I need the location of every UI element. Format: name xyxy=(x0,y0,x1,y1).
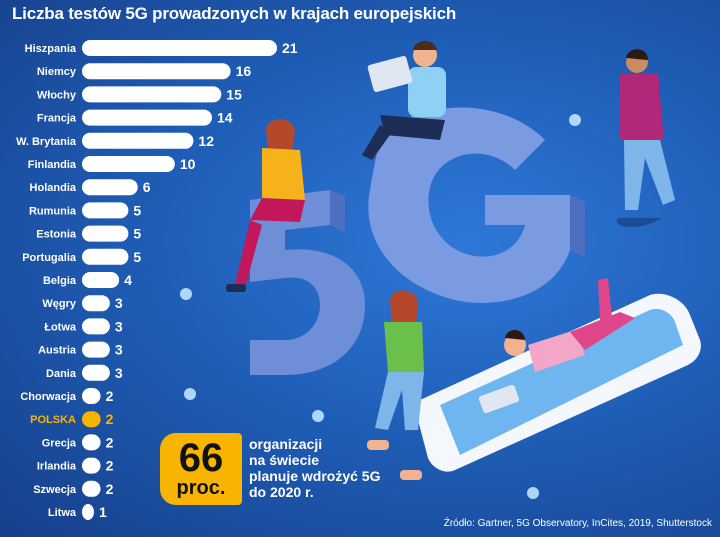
value-label: 3 xyxy=(115,342,123,358)
value-label: 6 xyxy=(143,179,151,195)
bar xyxy=(82,457,101,474)
value-label: 2 xyxy=(106,458,114,474)
value-label: 4 xyxy=(124,272,132,288)
value-label: 12 xyxy=(198,133,214,149)
stat-badge: 66 proc. xyxy=(160,433,242,505)
category-label: Francja xyxy=(37,113,77,125)
value-label: 5 xyxy=(133,226,141,242)
glow-dot xyxy=(527,487,539,499)
stat-description: organizacji na świecie planuje wdrożyć 5… xyxy=(249,436,409,500)
category-label: Grecja xyxy=(42,437,77,449)
bar xyxy=(82,179,138,196)
category-label: Włochy xyxy=(37,89,77,101)
bar xyxy=(82,411,101,428)
bar xyxy=(82,248,129,265)
person-laptop xyxy=(362,41,446,160)
stat-line: planuje wdrożyć 5G xyxy=(249,468,381,484)
5g-letters xyxy=(250,107,585,375)
bar xyxy=(82,132,194,149)
value-label: 3 xyxy=(115,318,123,334)
value-label: 1 xyxy=(99,504,107,520)
stat-line: na świecie xyxy=(249,452,320,468)
bar xyxy=(82,480,101,497)
category-label: Estonia xyxy=(36,229,77,241)
category-label: Rumunia xyxy=(29,205,77,217)
bar xyxy=(82,156,175,172)
bar xyxy=(82,295,110,312)
bar xyxy=(82,434,101,451)
glow-dot xyxy=(180,288,192,300)
stat-number: 66 xyxy=(178,436,224,480)
value-label: 5 xyxy=(133,249,141,265)
category-label: Finlandia xyxy=(28,159,77,171)
bar xyxy=(82,364,110,381)
person-lying xyxy=(478,278,635,414)
category-label: Litwa xyxy=(48,507,77,519)
category-label: Austria xyxy=(38,345,77,357)
value-label: 16 xyxy=(236,63,252,79)
category-label: Węgry xyxy=(42,298,77,310)
bar xyxy=(82,202,129,219)
chart-title: Liczba testów 5G prowadzonych w krajach … xyxy=(12,4,457,23)
phone xyxy=(416,293,701,472)
bar xyxy=(82,388,101,404)
category-label: Łotwa xyxy=(44,321,77,333)
glow-dot xyxy=(569,114,581,126)
bar xyxy=(82,40,277,56)
category-label: Dania xyxy=(46,368,77,380)
value-label: 3 xyxy=(115,295,123,311)
value-label: 14 xyxy=(217,110,233,126)
stat-unit: proc. xyxy=(176,477,226,499)
bar xyxy=(82,225,129,242)
bar xyxy=(82,63,231,80)
category-label: Holandia xyxy=(30,182,77,194)
stat-line: do 2020 r. xyxy=(249,484,314,500)
value-label: 15 xyxy=(226,86,242,102)
category-label: Belgia xyxy=(43,275,77,287)
person-sitting xyxy=(226,119,305,292)
source-note: Źródło: Gartner, 5G Observatory, InCites… xyxy=(443,518,712,529)
person-standing xyxy=(616,49,675,228)
value-label: 2 xyxy=(106,481,114,497)
category-label: Irlandia xyxy=(37,461,77,473)
value-label: 3 xyxy=(115,365,123,381)
value-label: 2 xyxy=(106,388,114,404)
category-label: W. Brytania xyxy=(16,136,77,148)
bar xyxy=(82,318,110,335)
stat-line: organizacji xyxy=(249,436,323,452)
bar xyxy=(82,341,110,358)
person-walking xyxy=(367,290,424,480)
value-label: 5 xyxy=(133,202,141,218)
category-label: Portugalia xyxy=(22,252,77,264)
value-label: 2 xyxy=(106,411,114,427)
bar xyxy=(82,109,212,126)
category-label: Szwecja xyxy=(33,484,77,496)
category-label: Niemcy xyxy=(37,66,77,78)
value-label: 2 xyxy=(106,434,114,450)
value-label: 10 xyxy=(180,156,196,172)
value-label: 21 xyxy=(282,40,298,56)
glow-dot xyxy=(184,388,196,400)
bar xyxy=(82,86,222,103)
category-label: Hiszpania xyxy=(25,43,77,55)
bar xyxy=(82,504,94,520)
bar xyxy=(82,272,120,288)
category-label: POLSKA xyxy=(30,414,76,426)
category-label: Chorwacja xyxy=(20,391,77,403)
glow-dot xyxy=(312,410,324,422)
